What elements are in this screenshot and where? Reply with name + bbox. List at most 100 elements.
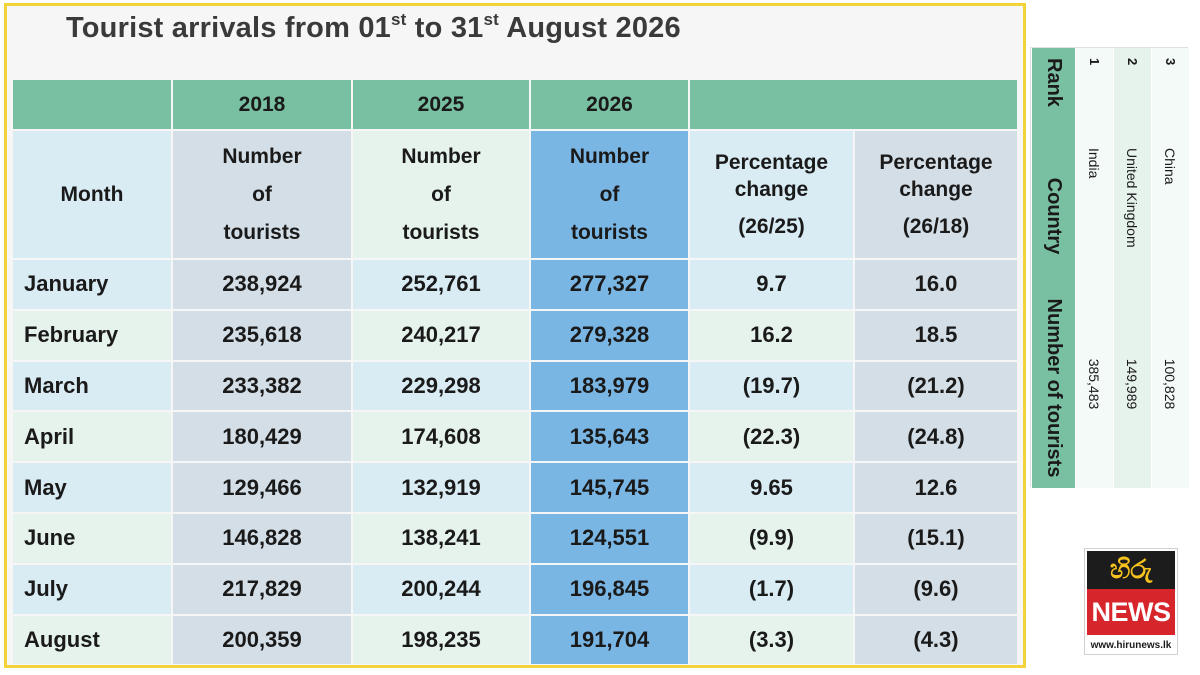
ranking-row: 1 India 385,483 <box>1075 48 1113 488</box>
month-header-label: Month <box>60 182 124 206</box>
label-line: tourists <box>570 220 648 244</box>
value-text: 200,359 <box>222 626 302 652</box>
number-of-tourists-header: Number of tourists <box>173 131 351 258</box>
year-label: 2025 <box>417 92 465 116</box>
month-label: March <box>24 372 89 398</box>
country-value: United Kingdom <box>1124 148 1141 248</box>
value-text: 277,327 <box>569 271 650 297</box>
value-cell: 217,829 <box>173 564 351 614</box>
logo-url: www.hirunews.lk <box>1090 640 1172 651</box>
value-text: 191,704 <box>569 626 650 652</box>
value-cell: 252,761 <box>353 260 529 309</box>
header-year: 2018 <box>173 80 351 129</box>
value-cell: (15.1) <box>855 514 1017 563</box>
value-text: 9.65 <box>750 474 793 500</box>
country-value: China <box>1162 148 1179 185</box>
value-text: 238,924 <box>222 271 302 297</box>
value-cell: 138,241 <box>353 514 529 563</box>
country-value: India <box>1086 148 1103 179</box>
label-line: of <box>252 182 272 206</box>
value-cell: (1.7) <box>690 564 853 614</box>
value-text: (24.8) <box>907 423 965 449</box>
rank-header: Rank <box>1043 58 1065 107</box>
value-cell: 279,328 <box>531 310 688 360</box>
ranking-row: 2 United Kingdom 149,989 <box>1113 48 1151 488</box>
label-line: Percentage <box>714 151 829 174</box>
value-cell: 9.7 <box>690 260 853 309</box>
value-text: 18.5 <box>914 322 958 348</box>
hiru-news-logo: හිරු NEWS www.hirunews.lk <box>1084 548 1178 655</box>
value-cell: 132,919 <box>353 463 529 512</box>
value-text: (15.1) <box>907 525 965 551</box>
label-line: Number <box>222 144 302 168</box>
month-header: Month <box>13 131 171 258</box>
value-cell: 233,382 <box>173 361 351 411</box>
value-text: 16.0 <box>914 271 958 297</box>
month-label: April <box>24 423 75 449</box>
label-line: tourists <box>223 220 301 244</box>
value-cell: (22.3) <box>690 412 853 462</box>
tourists-value: 100,828 <box>1162 358 1179 410</box>
value-text: 198,235 <box>401 626 481 652</box>
ranking-row: 3 China 100,828 <box>1151 48 1189 488</box>
label-line: Percentage <box>879 151 993 174</box>
value-text: 217,829 <box>222 576 302 602</box>
value-text: 180,429 <box>222 423 302 449</box>
value-text: (9.9) <box>748 525 795 551</box>
month-label: June <box>24 525 76 551</box>
value-text: 132,919 <box>401 474 481 500</box>
value-cell: 16.0 <box>855 260 1017 309</box>
ranking-table: 3 China 100,828 2 United Kingdom 149,989 1 Indi… <box>1030 47 1189 488</box>
rank-value: 2 <box>1125 58 1140 66</box>
label-line: of <box>431 182 451 206</box>
value-text: 235,618 <box>222 322 302 348</box>
country-header: Country <box>1043 177 1065 255</box>
value-cell: 129,466 <box>173 463 351 512</box>
month-cell: January <box>13 260 171 309</box>
value-text: (19.7) <box>742 372 801 398</box>
year-label: 2026 <box>586 92 633 116</box>
header-year: 2025 <box>353 80 529 129</box>
value-text: 174,608 <box>401 423 481 449</box>
month-cell: April <box>13 412 171 462</box>
month-cell: March <box>13 361 171 411</box>
value-cell: (9.6) <box>855 564 1017 614</box>
rank-value: 1 <box>1087 58 1102 66</box>
value-cell: 229,298 <box>353 361 529 411</box>
value-cell: (3.3) <box>690 615 853 665</box>
month-label: July <box>24 576 69 602</box>
ratio-label: (26/18) <box>902 215 970 238</box>
year-label: 2018 <box>238 92 286 116</box>
month-cell: February <box>13 310 171 360</box>
value-cell: 198,235 <box>353 615 529 665</box>
percentage-change-header: Percentage change (26/18) <box>855 131 1017 258</box>
month-cell: August <box>13 615 171 665</box>
value-cell: 240,217 <box>353 310 529 360</box>
value-cell: 135,643 <box>531 412 688 462</box>
value-cell: 174,608 <box>353 412 529 462</box>
logo-sinhala-text: හිරු <box>1087 551 1175 589</box>
value-cell: 238,924 <box>173 260 351 309</box>
header-blank-month <box>13 80 171 129</box>
value-cell: 16.2 <box>690 310 853 360</box>
value-cell: 145,745 <box>531 463 688 512</box>
header-blank-pct <box>690 80 1017 129</box>
value-text: (9.6) <box>913 576 959 602</box>
value-text: 129,466 <box>222 474 302 500</box>
month-label: May <box>24 474 67 500</box>
value-cell: 200,244 <box>353 564 529 614</box>
number-of-tourists-header: Number of tourists <box>353 131 529 258</box>
value-text: (3.3) <box>748 626 795 652</box>
value-cell: 12.6 <box>855 463 1017 512</box>
value-cell: 9.65 <box>690 463 853 512</box>
value-text: 196,845 <box>569 576 650 602</box>
value-cell: 180,429 <box>173 412 351 462</box>
value-cell: 196,845 <box>531 564 688 614</box>
value-cell: (19.7) <box>690 361 853 411</box>
value-cell: 191,704 <box>531 615 688 665</box>
value-text: 146,828 <box>222 525 302 551</box>
value-text: 145,745 <box>569 474 650 500</box>
header-year: 2026 <box>531 80 688 129</box>
value-text: (22.3) <box>742 423 801 449</box>
value-text: 240,217 <box>401 322 481 348</box>
